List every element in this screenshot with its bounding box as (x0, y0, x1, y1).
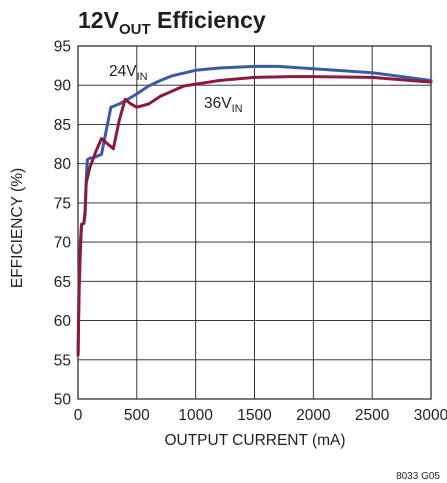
series-label-36v: 36VIN (204, 95, 243, 115)
y-tick-label: 60 (54, 313, 72, 330)
chart-title-subscript: OUT (119, 21, 151, 38)
y-tick-label: 50 (54, 392, 72, 409)
y-tick-label: 80 (54, 156, 72, 173)
x-tick-label: 1000 (178, 407, 213, 424)
figure-code: 8033 G05 (396, 471, 440, 482)
y-tick-label: 85 (54, 117, 71, 134)
grid-lines (78, 46, 431, 399)
y-tick-label: 55 (54, 352, 71, 369)
x-tick-label: 500 (124, 407, 150, 424)
x-tick-label: 1500 (237, 407, 272, 424)
x-tick-label: 0 (74, 407, 83, 424)
y-axis-label: EFFICIENCY (%) (9, 168, 26, 288)
series-label-24v-main: 24V (109, 63, 137, 80)
series-label-36v-main: 36V (204, 95, 232, 112)
y-tick-label: 90 (54, 78, 72, 95)
y-tick-label: 95 (54, 39, 71, 56)
series-label-36v-sub: IN (232, 103, 243, 115)
x-axis-label: OUTPUT CURRENT (mA) (164, 432, 345, 449)
y-tick-label: 65 (54, 274, 71, 291)
y-tick-label: 70 (54, 235, 72, 252)
chart-title-rest: Efficiency (151, 7, 266, 33)
x-tick-label: 3000 (414, 407, 447, 424)
chart-title-main: 12V (78, 7, 120, 33)
chart-title: 12VOUT Efficiency (78, 7, 266, 38)
y-tick-labels: 50 55 60 65 70 75 80 85 90 95 (54, 39, 72, 409)
plot-frame (77, 45, 432, 400)
series-lines (76, 64, 433, 357)
series-label-24v: 24VIN (109, 63, 148, 83)
x-tick-label: 2500 (355, 407, 390, 424)
series-label-24v-sub: IN (137, 71, 148, 83)
y-tick-label: 75 (54, 195, 71, 212)
series-line-36v (76, 75, 433, 357)
x-tick-label: 2000 (296, 407, 331, 424)
x-tick-labels: 0 500 1000 1500 2000 2500 3000 (74, 407, 447, 424)
